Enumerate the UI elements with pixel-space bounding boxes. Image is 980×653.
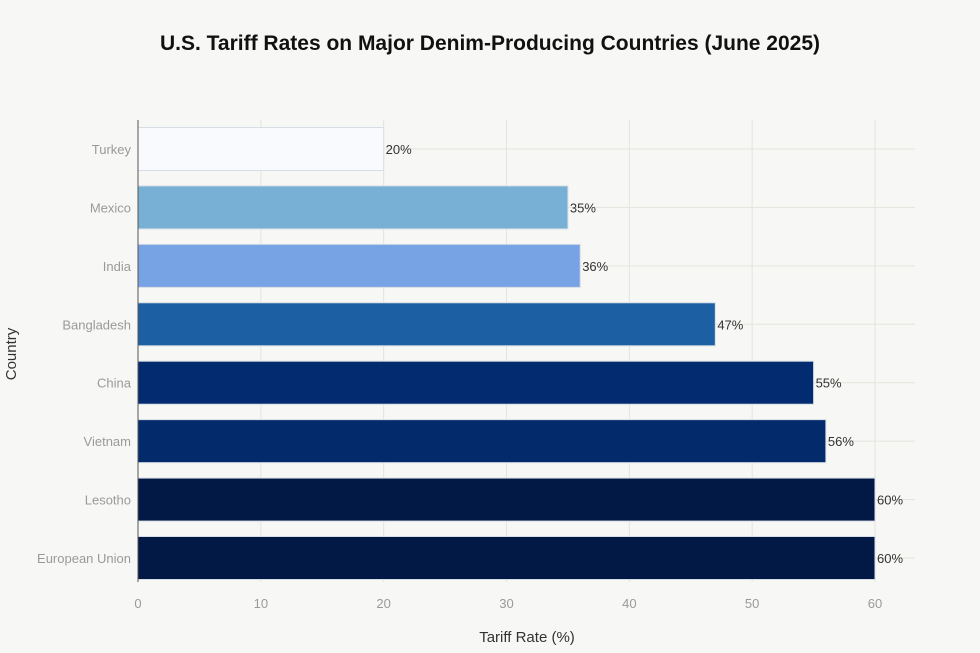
y-tick-label: Bangladesh xyxy=(62,317,131,332)
bars: 20% 35% 36% 47% 55% 56% 60% 60% xyxy=(137,127,903,580)
y-tick-label: European Union xyxy=(37,551,131,566)
y-tick-label: Turkey xyxy=(92,142,132,157)
y-tick-label: Vietnam xyxy=(84,434,131,449)
data-label: 60% xyxy=(877,551,903,566)
data-label: 56% xyxy=(828,434,854,449)
data-label: 20% xyxy=(386,142,412,157)
x-axis-label: Tariff Rate (%) xyxy=(479,629,575,646)
x-tick-label: 10 xyxy=(254,596,268,611)
y-axis-label: Country xyxy=(3,327,20,380)
bar xyxy=(137,536,876,580)
x-tick-label: 60 xyxy=(868,596,882,611)
y-tick-label: Mexico xyxy=(90,200,131,215)
x-tick-label: 20 xyxy=(376,596,390,611)
x-tick-label: 50 xyxy=(745,596,759,611)
x-tick-label: 30 xyxy=(499,596,513,611)
bar xyxy=(137,419,827,464)
bar xyxy=(137,477,876,522)
x-tick-label: 40 xyxy=(622,596,636,611)
y-tick-label: Lesotho xyxy=(85,493,131,508)
data-label: 47% xyxy=(717,317,743,332)
y-tick-label: India xyxy=(103,259,132,274)
data-label: 55% xyxy=(816,376,842,391)
data-label: 35% xyxy=(570,200,596,215)
x-tick-label: 0 xyxy=(134,596,141,611)
x-tick-labels: 0 10 20 30 40 50 60 xyxy=(134,596,882,611)
bar xyxy=(137,185,569,230)
bar xyxy=(137,360,815,405)
data-label: 60% xyxy=(877,493,903,508)
y-tick-labels: Turkey Mexico India Bangladesh China Vietnam L… xyxy=(37,142,132,566)
data-label: 36% xyxy=(582,259,608,274)
bar xyxy=(137,127,385,171)
bar xyxy=(137,243,581,288)
bar xyxy=(137,302,716,347)
y-tick-label: China xyxy=(97,376,132,391)
chart-title: U.S. Tariff Rates on Major Denim-Produci… xyxy=(160,32,820,55)
